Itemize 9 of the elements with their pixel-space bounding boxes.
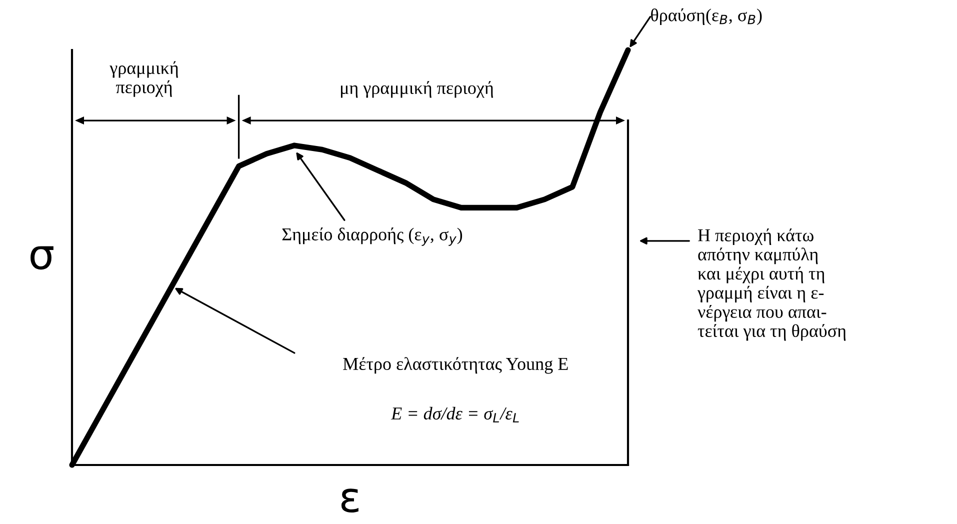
text: Η περιοχή κάτω απότην καμπύλη και μέχρι αυτή τη γραμμή είναι η ε- νέργεια που απαι- τείται για τη θραύση [697, 228, 846, 341]
x-axis-title: ε [341, 488, 358, 513]
text: θραύση(ε$_{B}$, σ$_{B}$) [651, 8, 762, 25]
annotation: E = dσ/dε = σ$_{L}$/ε$_{L}$ [390, 406, 519, 422]
annotation: Μέτρο ελαστικότητας Young E [343, 357, 568, 374]
annotation: γραμμική περιοχή [110, 61, 178, 97]
annotation: μη γραμμική περιοχή [340, 81, 493, 98]
y-axis-title: σ [30, 246, 54, 270]
annotation: Σημείο διαρροής (ε$_{y}$, σ$_{y}$) [282, 228, 462, 246]
